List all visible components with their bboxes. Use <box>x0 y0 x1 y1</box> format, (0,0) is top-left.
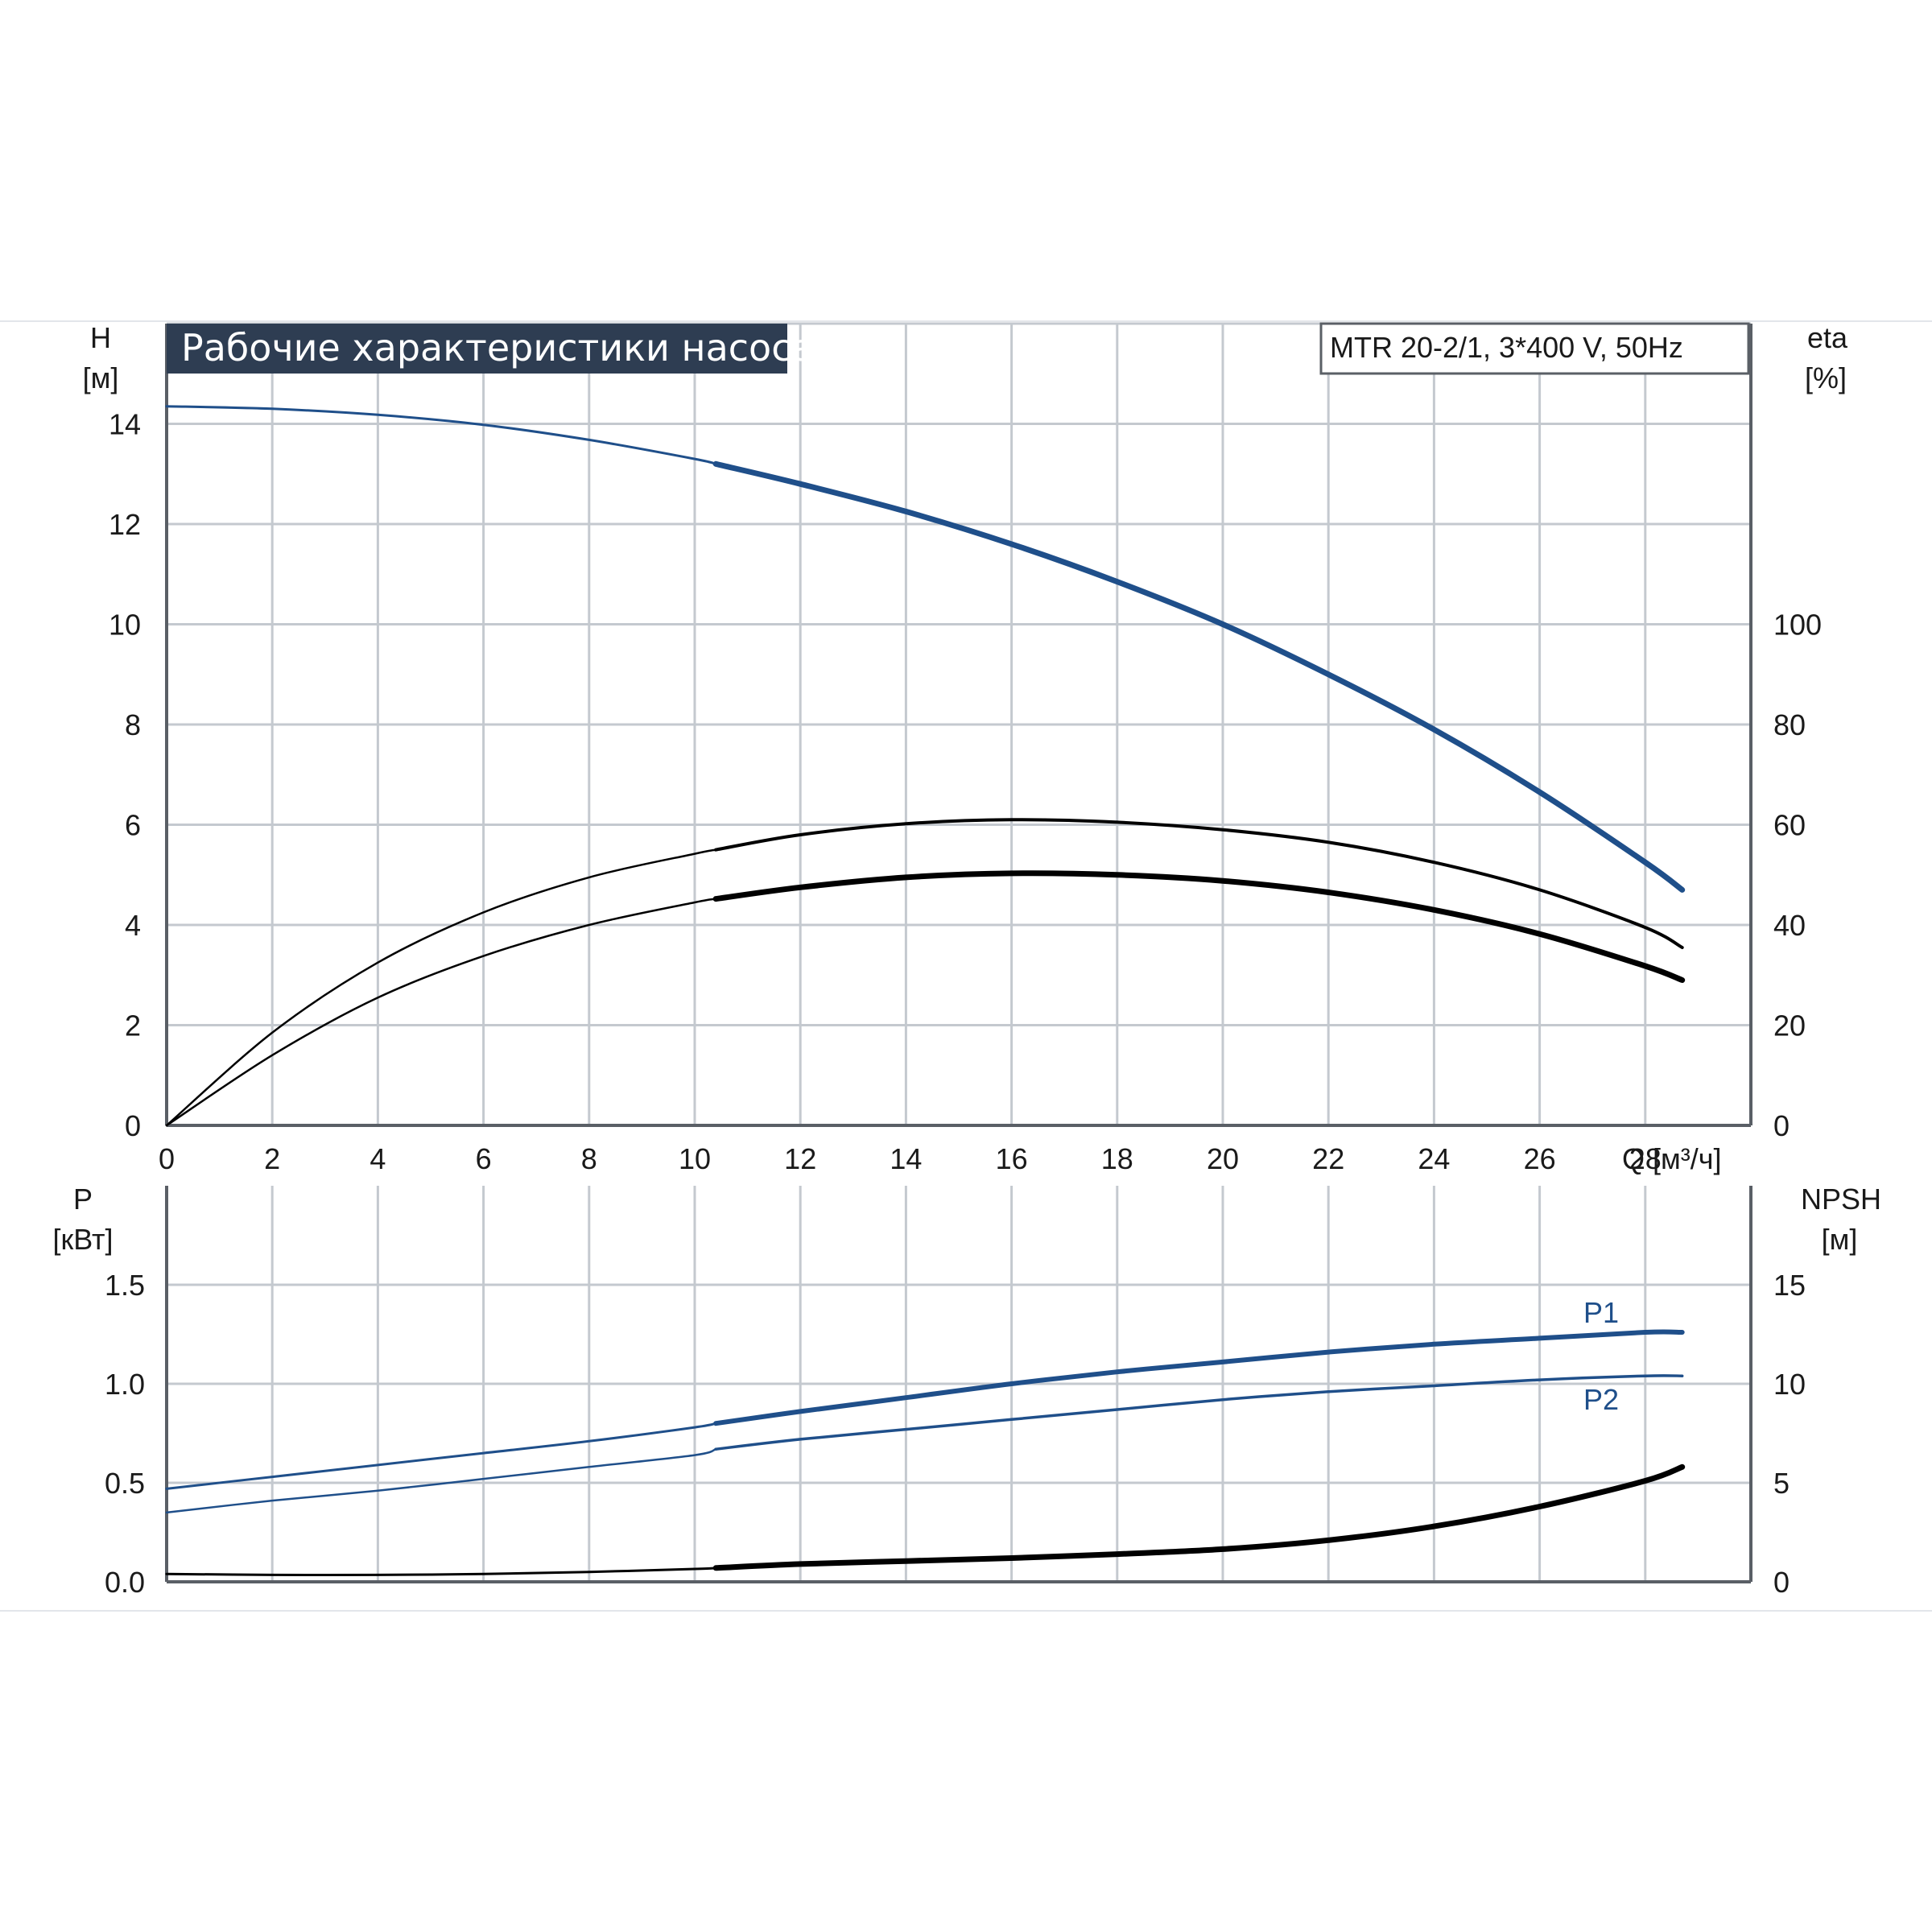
h-tick-label: 8 <box>125 708 141 741</box>
x-tick-label: 10 <box>679 1142 711 1175</box>
h-axis-name: H <box>90 321 111 354</box>
eta-tick-label: 20 <box>1773 1009 1806 1042</box>
npsh-tick-label: 5 <box>1773 1467 1790 1500</box>
x-tick-label: 24 <box>1418 1142 1450 1175</box>
p1-curve-label: P1 <box>1583 1296 1619 1329</box>
x-tick-label: 0 <box>159 1142 175 1175</box>
power-p2-curve <box>714 1374 1684 1451</box>
eta-tick-label: 60 <box>1773 809 1806 842</box>
p-axis-unit: [кВт] <box>52 1223 113 1256</box>
h-tick-label: 4 <box>125 909 141 942</box>
x-tick-label: 26 <box>1524 1142 1556 1175</box>
x-tick-label: 20 <box>1207 1142 1239 1175</box>
h-axis-unit: [м] <box>83 361 119 394</box>
eta-axis-name: eta <box>1807 321 1848 354</box>
model-legend-box: MTR 20-2/1, 3*400 V, 50Hz <box>1319 322 1750 375</box>
p-tick-label: 1.0 <box>105 1368 145 1401</box>
x-tick-label: 8 <box>581 1142 597 1175</box>
npsh-axis-name: NPSH <box>1801 1183 1881 1216</box>
npsh-curve <box>712 1463 1686 1571</box>
bottom-panel-grid <box>167 1186 1752 1582</box>
model-label: MTR 20-2/1, 3*400 V, 50Hz <box>1330 331 1683 364</box>
npsh-curve-thin <box>165 1567 717 1577</box>
head-curve-thin <box>165 405 717 465</box>
x-tick-label: 6 <box>476 1142 492 1175</box>
x-tick-label: 22 <box>1312 1142 1344 1175</box>
power-p2-curve-thin <box>165 1447 717 1514</box>
npsh-axis-unit: [м] <box>1822 1223 1858 1256</box>
h-tick-label: 0 <box>125 1109 141 1142</box>
x-tick-label: 12 <box>784 1142 816 1175</box>
p-tick-label: 0.0 <box>105 1566 145 1599</box>
p-axis-name: P <box>73 1183 93 1216</box>
p-tick-label: 1.5 <box>105 1269 145 1302</box>
eta-p2-curve <box>712 870 1686 983</box>
eta-tick-label: 100 <box>1773 609 1822 642</box>
p-tick-label: 0.5 <box>105 1467 145 1500</box>
eta-axis-unit: [%] <box>1805 361 1847 394</box>
chart-title-box: Рабочие характеристики насоса <box>167 324 815 374</box>
tick-labels: 0 2 4 6 8 10 12 14 16 18 20 22 24 26 28024681012140204… <box>105 408 1822 1600</box>
h-tick-label: 10 <box>109 609 141 642</box>
x-tick-label: 2 <box>264 1142 280 1175</box>
eta-p2-curve-thin <box>165 898 717 1127</box>
power-p1-curve-thin <box>165 1422 717 1490</box>
power-p1-curve <box>713 1329 1685 1426</box>
x-tick-label: 18 <box>1101 1142 1133 1175</box>
chart-frame <box>0 320 1932 1612</box>
h-tick-label: 12 <box>109 508 141 541</box>
top-panel-grid <box>167 322 1752 1125</box>
eta-tick-label: 40 <box>1773 909 1806 942</box>
npsh-tick-label: 10 <box>1773 1368 1806 1401</box>
chart-title: Рабочие характеристики насоса <box>181 326 815 369</box>
p2-curve-label: P2 <box>1583 1383 1619 1416</box>
curves <box>165 405 1686 1577</box>
head-curve <box>712 460 1686 893</box>
h-tick-label: 14 <box>109 408 141 441</box>
x-tick-label: 28 <box>1629 1142 1662 1175</box>
q-axis-label: Q [м³/ч] <box>1622 1142 1722 1175</box>
eta-tick-label: 0 <box>1773 1109 1790 1142</box>
h-tick-label: 2 <box>125 1009 141 1042</box>
x-tick-label: 4 <box>369 1142 386 1175</box>
h-tick-label: 6 <box>125 809 141 842</box>
x-tick-label: 16 <box>996 1142 1028 1175</box>
eta-tick-label: 80 <box>1773 708 1806 741</box>
npsh-tick-label: 15 <box>1773 1269 1806 1302</box>
axes <box>165 324 1752 1583</box>
eta-p1-curve <box>714 818 1684 949</box>
eta-p1-curve-thin <box>165 848 717 1127</box>
x-tick-label: 14 <box>890 1142 922 1175</box>
npsh-tick-label: 0 <box>1773 1566 1790 1599</box>
